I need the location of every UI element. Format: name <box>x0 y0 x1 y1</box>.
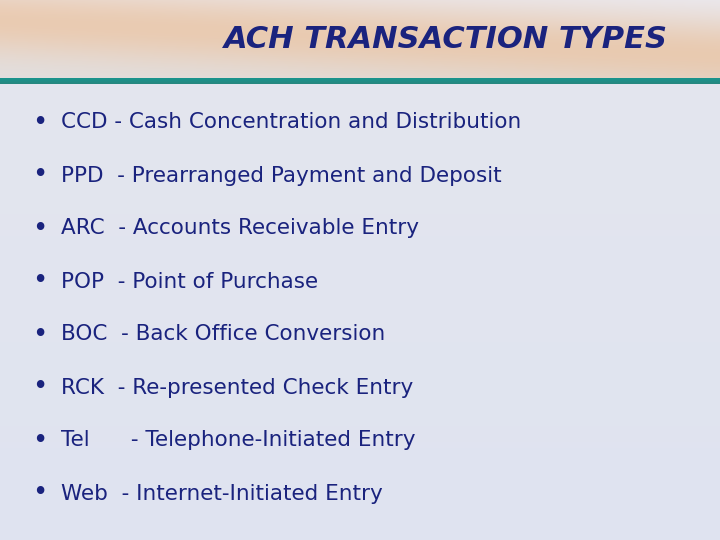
Text: •: • <box>32 481 48 507</box>
Text: ARC  - Accounts Receivable Entry: ARC - Accounts Receivable Entry <box>61 219 419 239</box>
Text: •: • <box>32 268 48 294</box>
Text: ACH TRANSACTION TYPES: ACH TRANSACTION TYPES <box>225 24 668 53</box>
Text: RCK  - Re-presented Check Entry: RCK - Re-presented Check Entry <box>61 377 413 397</box>
Text: •: • <box>32 428 48 454</box>
Text: •: • <box>32 215 48 241</box>
Text: BOC  - Back Office Conversion: BOC - Back Office Conversion <box>61 325 385 345</box>
Text: POP  - Point of Purchase: POP - Point of Purchase <box>61 272 318 292</box>
Text: Web  - Internet-Initiated Entry: Web - Internet-Initiated Entry <box>61 483 383 503</box>
Text: PPD  - Prearranged Payment and Deposit: PPD - Prearranged Payment and Deposit <box>61 165 502 186</box>
Text: •: • <box>32 163 48 188</box>
Text: Tel      - Telephone-Initiated Entry: Tel - Telephone-Initiated Entry <box>61 430 415 450</box>
Text: •: • <box>32 321 48 348</box>
Text: •: • <box>32 375 48 401</box>
Text: •: • <box>32 110 48 136</box>
Text: CCD - Cash Concentration and Distribution: CCD - Cash Concentration and Distributio… <box>61 112 521 132</box>
